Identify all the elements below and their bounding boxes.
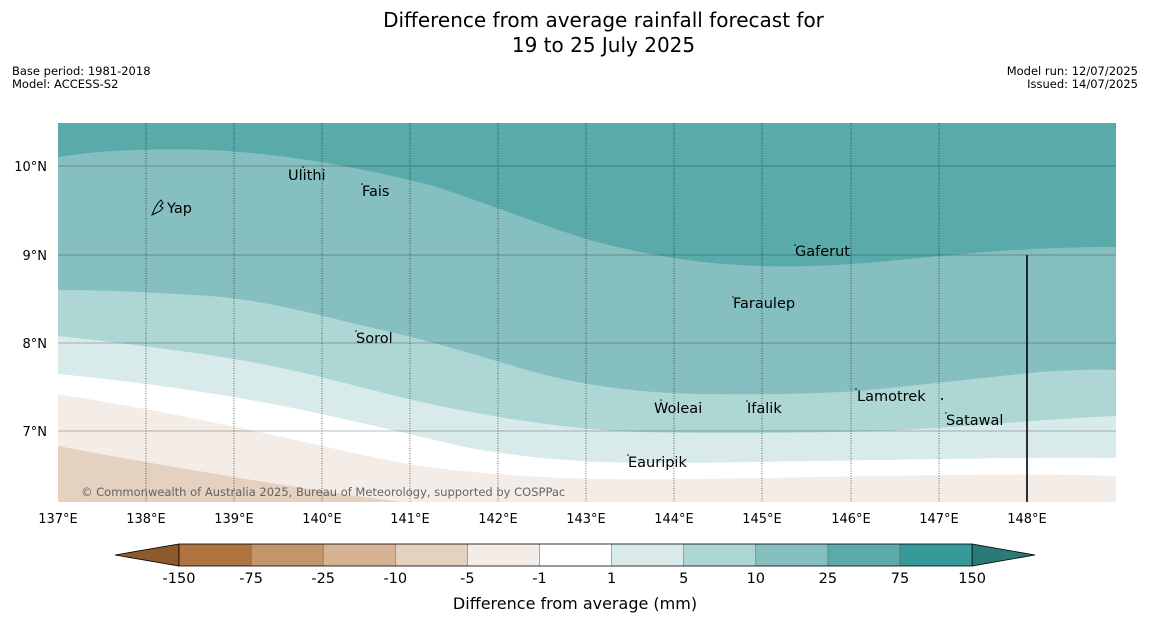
place-label: Yap — [166, 201, 192, 217]
colorbar-segment — [251, 544, 324, 566]
lamotrek-dot — [855, 388, 857, 390]
rainfall-map-area: Yap Ulithi Fais Gaferut Faraulep Sorol L… — [58, 123, 1116, 502]
place-label: Sorol — [356, 331, 393, 347]
colorbar-segment — [683, 544, 756, 566]
colorbar-tick-label: 150 — [958, 571, 986, 587]
satawal-dot — [945, 412, 947, 414]
lon-tick-label: 143°E — [566, 512, 606, 527]
place-label: Gaferut — [795, 244, 850, 260]
lon-tick-label: 140°E — [302, 512, 342, 527]
band-minus5-minus10 — [58, 446, 400, 502]
lat-tick-label: 10°N — [14, 160, 47, 175]
colorbar-segment — [900, 544, 973, 566]
colorbar-tick-label: 75 — [891, 571, 909, 587]
ifalik-dot — [746, 400, 748, 402]
colorbar-segment — [395, 544, 468, 566]
lon-tick-label: 142°E — [478, 512, 518, 527]
lon-tick-label: 148°E — [1007, 512, 1047, 527]
island-dots — [302, 166, 947, 456]
place-label: Faraulep — [733, 296, 795, 312]
colorbar-segment — [323, 544, 396, 566]
title-line-1: Difference from average rainfall forecas… — [383, 8, 824, 32]
chart-title: Difference from average rainfall forecas… — [0, 8, 1150, 58]
title-line-2: 19 to 25 July 2025 — [511, 33, 696, 57]
faraulep-dot — [732, 296, 734, 298]
lon-tick-label: 147°E — [919, 512, 959, 527]
lon-tick-label: 141°E — [390, 512, 430, 527]
colorbar-extend-high — [971, 543, 1036, 567]
colorbar: -150 -75 -25 -10 -5 -1 1 5 10 25 75 150 — [114, 543, 1036, 587]
lon-tick-labels: 137°E 138°E 139°E 140°E 141°E 142°E 143°… — [38, 512, 1047, 527]
lat-tick-label: 8°N — [23, 337, 48, 352]
colorbar-segment — [611, 544, 684, 566]
lat-tick-label: 7°N — [23, 425, 48, 440]
colorbar-segment — [827, 544, 900, 566]
colorbar-tick-label: -5 — [460, 571, 474, 587]
lon-gridlines — [145, 123, 940, 502]
meta-right: Model run: 12/07/2025 Issued: 14/07/2025 — [1007, 65, 1138, 90]
colorbar-tick-label: 25 — [819, 571, 837, 587]
colorbar-segment — [539, 544, 612, 566]
place-label: Woleai — [654, 401, 702, 417]
copyright-text: © Commonwealth of Australia 2025, Bureau… — [81, 485, 565, 499]
fais-dot — [361, 183, 363, 185]
colorbar-segment — [179, 544, 252, 566]
colorbar-tick-label: -1 — [532, 571, 546, 587]
colorbar-segment — [755, 544, 828, 566]
colorbar-outline — [178, 543, 973, 567]
issued-text: Issued: 14/07/2025 — [1027, 76, 1138, 91]
lon-tick-label: 139°E — [214, 512, 254, 527]
place-label: Ifalik — [747, 401, 782, 417]
lat-tick-label: 9°N — [23, 249, 48, 264]
place-labels: Yap Ulithi Fais Gaferut Faraulep Sorol L… — [166, 168, 1003, 471]
colorbar-segment — [467, 544, 540, 566]
elato-dot — [941, 398, 943, 400]
colorbar-tick-label: -75 — [239, 571, 263, 587]
lon-tick-label: 144°E — [654, 512, 694, 527]
meta-left: Base period: 1981-2018 Model: ACCESS-S2 — [12, 65, 151, 90]
sorol-dot — [355, 330, 357, 332]
colorbar-tick-label: -150 — [163, 571, 196, 587]
place-label: Eauripik — [628, 455, 687, 471]
colorbar-tick-label: 1 — [607, 571, 616, 587]
place-label: Ulithi — [288, 168, 326, 184]
lat-tick-labels: 10°N 9°N 8°N 7°N — [14, 160, 47, 440]
place-label: Satawal — [946, 413, 1003, 429]
lon-tick-label: 138°E — [126, 512, 166, 527]
place-label: Fais — [362, 184, 389, 200]
lon-tick-label: 146°E — [831, 512, 871, 527]
colorbar-tick-label: 10 — [747, 571, 765, 587]
colorbar-tick-label: -10 — [383, 571, 407, 587]
woleai-dot — [660, 399, 662, 401]
lon-tick-label: 145°E — [742, 512, 782, 527]
yap-island-shape — [151, 199, 164, 217]
colorbar-tick-label: -25 — [311, 571, 335, 587]
band-minus1-minus5 — [58, 394, 1116, 502]
gaferut-dot — [794, 244, 796, 246]
base-period-text: Base period: 1981-2018 — [12, 64, 151, 78]
place-label: Lamotrek — [857, 389, 926, 405]
eauripik-dot — [627, 454, 629, 456]
colorbar-tick-label: 5 — [679, 571, 688, 587]
lon-tick-label: 137°E — [38, 512, 78, 527]
colorbar-label: Difference from average (mm) — [452, 594, 698, 613]
model-run-text: Model run: 12/07/2025 — [1006, 64, 1138, 78]
model-text: Model: ACCESS-S2 — [12, 76, 119, 91]
ulithi-dot — [302, 166, 304, 168]
colorbar-extend-low — [114, 543, 180, 567]
